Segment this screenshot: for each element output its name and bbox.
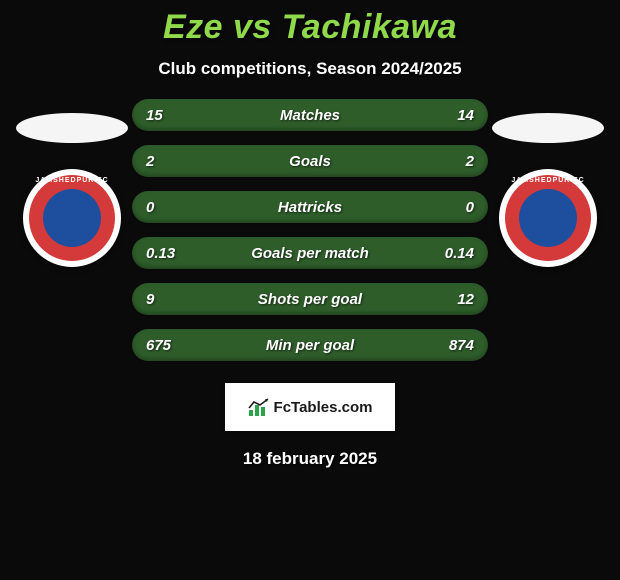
stat-label: Hattricks <box>186 199 434 216</box>
stat-right-value: 12 <box>434 291 474 308</box>
stat-label: Matches <box>186 107 434 124</box>
stat-left-value: 15 <box>146 107 186 124</box>
stat-right-value: 0 <box>434 199 474 216</box>
brand-chart-icon <box>248 398 270 416</box>
stat-right-value: 874 <box>434 337 474 354</box>
crest-inner-disc <box>519 189 577 247</box>
stat-label: Goals per match <box>186 245 434 262</box>
left-crest-label: JAMSHEDPUR FC <box>35 177 108 184</box>
left-flag-placeholder <box>16 113 128 143</box>
right-crest-label: JAMSHEDPUR FC <box>511 177 584 184</box>
comparison-card: Eze vs Tachikawa Club competitions, Seas… <box>0 0 620 580</box>
stat-left-value: 0 <box>146 199 186 216</box>
stat-left-value: 675 <box>146 337 186 354</box>
stat-left-value: 2 <box>146 153 186 170</box>
page-subtitle: Club competitions, Season 2024/2025 <box>158 59 461 79</box>
footer-date: 18 february 2025 <box>243 449 377 469</box>
stat-right-value: 2 <box>434 153 474 170</box>
stat-row: 2Goals2 <box>132 145 488 177</box>
stat-row: 9Shots per goal12 <box>132 283 488 315</box>
stat-label: Goals <box>186 153 434 170</box>
stat-row: 0Hattricks0 <box>132 191 488 223</box>
stat-left-value: 9 <box>146 291 186 308</box>
stat-label: Min per goal <box>186 337 434 354</box>
page-title: Eze vs Tachikawa <box>163 8 457 47</box>
brand-badge[interactable]: FcTables.com <box>225 383 395 431</box>
crest-inner-disc <box>43 189 101 247</box>
stats-column: 15Matches14 2Goals2 0Hattricks0 0.13Goals p… <box>132 99 488 361</box>
stat-right-value: 14 <box>434 107 474 124</box>
stat-right-value: 0.14 <box>434 245 474 262</box>
right-crest-badge: JAMSHEDPUR FC <box>499 169 597 267</box>
stat-left-value: 0.13 <box>146 245 186 262</box>
brand-text: FcTables.com <box>274 399 373 416</box>
stat-row: 15Matches14 <box>132 99 488 131</box>
right-flag-placeholder <box>492 113 604 143</box>
comparison-body: JAMSHEDPUR FC 15Matches14 2Goals2 0Hattric… <box>0 99 620 361</box>
right-crest: JAMSHEDPUR FC <box>499 169 597 267</box>
stat-row: 675Min per goal874 <box>132 329 488 361</box>
left-crest: JAMSHEDPUR FC <box>23 169 121 267</box>
stat-label: Shots per goal <box>186 291 434 308</box>
stat-row: 0.13Goals per match0.14 <box>132 237 488 269</box>
left-crest-badge: JAMSHEDPUR FC <box>23 169 121 267</box>
